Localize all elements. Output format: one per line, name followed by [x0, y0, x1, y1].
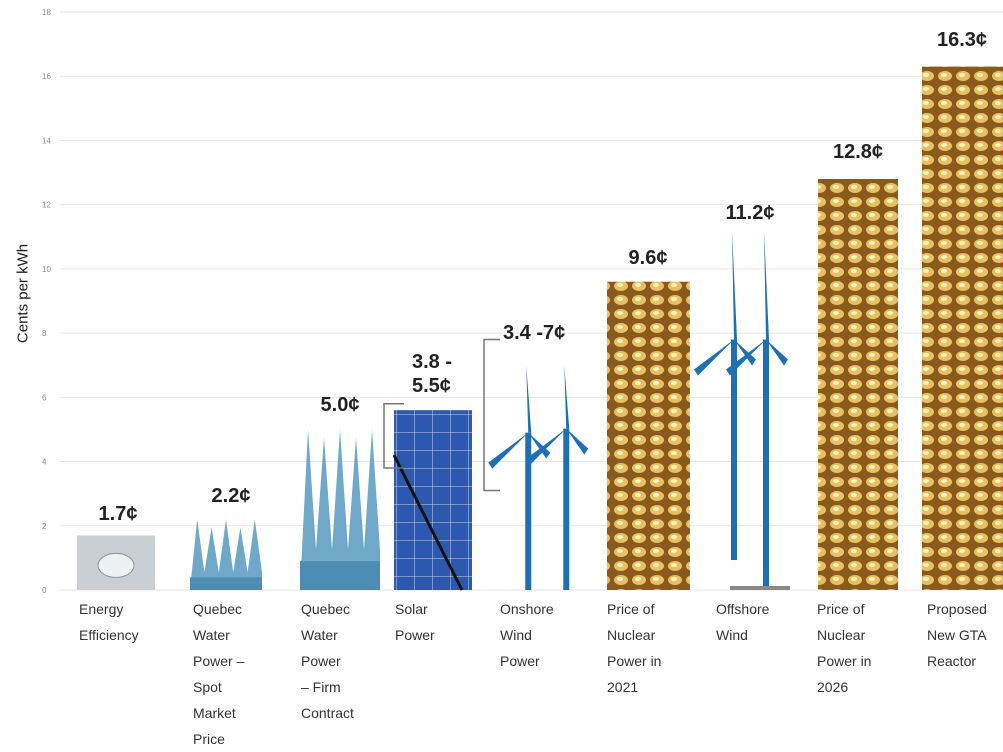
- category-label: Price of Nuclear Power in 2021: [607, 601, 662, 695]
- category-label: Price of Nuclear Power in 2026: [817, 601, 872, 695]
- data-label: 9.6¢: [629, 247, 668, 269]
- y-tick-label: 0: [42, 586, 47, 595]
- data-label: 2.2¢: [212, 485, 251, 507]
- bar-nuclear-reactor: [818, 178, 898, 590]
- data-label: 11.2¢: [726, 202, 775, 224]
- data-label: 3.8 -5.5¢: [412, 351, 452, 397]
- y-tick-label: 18: [42, 8, 51, 17]
- data-label: 16.3¢: [937, 29, 987, 51]
- data-label: 1.7¢: [99, 503, 138, 525]
- category-label: Onshore Wind Power: [500, 601, 554, 669]
- y-tick-label: 2: [42, 522, 47, 531]
- bar-nuclear-reactor: [922, 66, 1003, 591]
- bar-nuclear-reactor: [607, 281, 690, 590]
- y-tick-label: 12: [42, 201, 51, 210]
- category-label: Quebec Water Power – Spot Market Price: [193, 601, 245, 747]
- category-label: Offshore Wind: [716, 601, 770, 643]
- data-labels: 1.7¢ 2.2¢ 5.0¢ 3.8 -5.5¢ 3.4 -7¢ 9.6¢ 11.2¢ 12.…: [99, 29, 988, 525]
- y-tick-label: 8: [42, 329, 47, 338]
- y-tick-label: 14: [42, 136, 51, 145]
- bar-water-splash: [300, 429, 380, 590]
- y-tick-label: 6: [42, 393, 47, 402]
- bars: [77, 66, 1003, 591]
- y-tick-label: 10: [42, 265, 51, 274]
- y-tick-label: 16: [42, 72, 51, 81]
- y-tick-label: 4: [42, 458, 47, 467]
- bar-wind-turbines: [694, 230, 790, 590]
- category-label: Proposed New GTA Reactor: [927, 601, 987, 669]
- category-label: Quebec Water Power – Firm Contract: [301, 601, 354, 721]
- data-label: 12.8¢: [833, 141, 883, 163]
- bar-wind-turbines: [488, 365, 589, 590]
- bar-solar-panel: [392, 410, 472, 591]
- data-label: 3.4 -7¢: [503, 322, 565, 344]
- category-label: Solar Power: [395, 601, 435, 643]
- bar-water-splash: [190, 519, 262, 590]
- range-brackets: [383, 338, 500, 492]
- category-label: Energy Efficiency: [79, 601, 139, 643]
- bar-lightbulb-in-hand: [77, 535, 155, 590]
- y-axis-label: Cents per kWh: [14, 243, 32, 344]
- data-label: 5.0¢: [321, 394, 360, 416]
